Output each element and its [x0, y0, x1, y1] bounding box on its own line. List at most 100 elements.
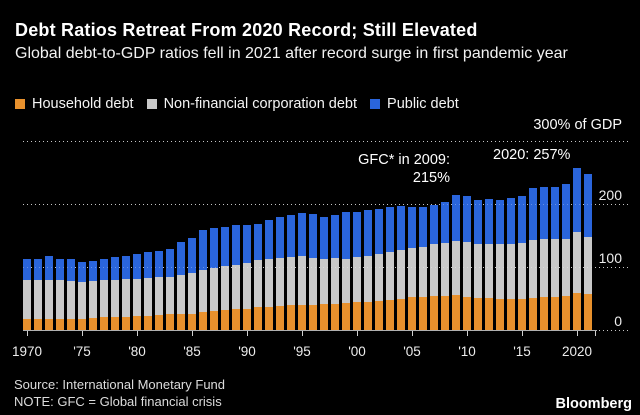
bar-2001-segment-2: [364, 210, 372, 256]
bar-1979: [122, 255, 130, 330]
bar-1980-segment-0: [133, 316, 141, 330]
bar-2009-segment-0: [452, 295, 460, 330]
bar-2005-segment-2: [408, 206, 416, 249]
bar-2007: [430, 204, 438, 330]
bar-2012-segment-0: [485, 297, 493, 330]
bar-1978: [111, 256, 119, 330]
annotation-gfc-line2: 215%: [412, 169, 450, 186]
bar-2015-segment-2: [518, 195, 526, 244]
bloomberg-logo: Bloomberg: [555, 396, 632, 412]
x-axis-label-2010: '10: [458, 344, 476, 359]
bar-1985-segment-1: [188, 272, 196, 314]
bar-1989-segment-2: [232, 225, 240, 265]
bar-2014-segment-1: [507, 243, 515, 299]
bar-1992: [265, 219, 273, 330]
bar-1991: [254, 223, 262, 330]
bar-2019-segment-2: [562, 184, 570, 239]
bar-1991-segment-0: [254, 307, 262, 330]
bar-2003-segment-1: [386, 251, 394, 300]
bar-2000-segment-0: [353, 302, 361, 330]
bar-2020: [573, 168, 581, 330]
bar-2007-segment-1: [430, 244, 438, 296]
bar-1996-segment-2: [309, 214, 317, 258]
bar-1995-segment-1: [298, 256, 306, 305]
x-tick-1990: [247, 331, 248, 336]
bar-1986-segment-1: [199, 270, 207, 313]
bar-1987-segment-0: [210, 311, 218, 330]
bar-1998: [331, 215, 339, 330]
bar-2015-segment-0: [518, 298, 526, 330]
x-tick-2005: [412, 331, 413, 336]
bar-1996-segment-0: [309, 304, 317, 330]
bar-1986-segment-0: [199, 312, 207, 330]
bar-1974-segment-2: [67, 259, 75, 281]
bar-2015-segment-1: [518, 243, 526, 299]
bar-1994-segment-2: [287, 215, 295, 257]
bar-1989-segment-1: [232, 264, 240, 310]
legend-item-public: Public debt: [370, 96, 459, 112]
y-axis-label-100: 100: [598, 250, 622, 266]
bar-2001: [364, 210, 372, 330]
bar-1990-segment-0: [243, 308, 251, 330]
bar-1981-segment-2: [144, 251, 152, 279]
bar-1976-segment-1: [89, 280, 97, 319]
bar-2004-segment-0: [397, 298, 405, 330]
bar-1988-segment-0: [221, 309, 229, 330]
x-tick-1970: [27, 331, 28, 336]
bar-1999-segment-2: [342, 211, 350, 259]
bar-2005: [408, 206, 416, 330]
bar-2011: [474, 199, 482, 330]
bar-2019: [562, 184, 570, 330]
bar-1973: [56, 258, 64, 330]
annotation-gfc-line1: GFC* in 2009:: [358, 152, 450, 168]
bar-1993: [276, 217, 284, 330]
bar-2013-segment-0: [496, 298, 504, 330]
bar-1984-segment-1: [177, 275, 185, 314]
bar-2000-segment-2: [353, 212, 361, 257]
bar-1983-segment-0: [166, 314, 174, 330]
bar-1970-segment-1: [23, 280, 31, 320]
bar-1975-segment-1: [78, 281, 86, 319]
bar-2017-segment-0: [540, 297, 548, 330]
x-axis-label-1970: 1970: [11, 344, 43, 359]
bar-1974-segment-0: [67, 318, 75, 330]
bar-2020-segment-2: [573, 168, 581, 233]
bars-layer: [23, 141, 595, 330]
bar-1977-segment-0: [100, 317, 108, 330]
bar-2008: [441, 202, 449, 330]
bar-2003: [386, 207, 394, 330]
bar-2009: [452, 194, 460, 330]
bar-2021-segment-1: [584, 236, 592, 295]
bar-1997-segment-2: [320, 216, 328, 259]
bar-2004: [397, 205, 405, 330]
bar-2019-segment-0: [562, 295, 570, 330]
bar-1974: [67, 259, 75, 330]
gridline-300: [23, 141, 630, 142]
bar-1985-segment-2: [188, 238, 196, 273]
bar-2000: [353, 212, 361, 330]
bar-2001-segment-0: [364, 301, 372, 330]
bar-2012-segment-1: [485, 243, 493, 298]
bar-1989-segment-0: [232, 309, 240, 330]
y-axis-unit-label: 300% of GDP: [533, 117, 622, 133]
bar-2014-segment-2: [507, 198, 515, 244]
annotation-2020-peak: 2020: 257%: [493, 147, 571, 163]
x-tick-1980: [137, 331, 138, 336]
bar-2016: [529, 188, 537, 330]
legend-label-household: Household debt: [32, 96, 134, 112]
bar-2021: [584, 174, 592, 330]
bar-1977: [100, 258, 108, 330]
bar-1984-segment-2: [177, 242, 185, 276]
bar-1978-segment-0: [111, 316, 119, 330]
bar-2006-segment-0: [419, 296, 427, 330]
bar-2019-segment-1: [562, 238, 570, 296]
bar-2017-segment-2: [540, 187, 548, 240]
bar-2012: [485, 198, 493, 330]
bar-2008-segment-2: [441, 202, 449, 244]
bar-2020-segment-0: [573, 293, 581, 330]
bar-1999-segment-1: [342, 258, 350, 303]
bar-2006-segment-2: [419, 206, 427, 247]
bar-1993-segment-2: [276, 217, 284, 258]
bar-1995: [298, 212, 306, 330]
